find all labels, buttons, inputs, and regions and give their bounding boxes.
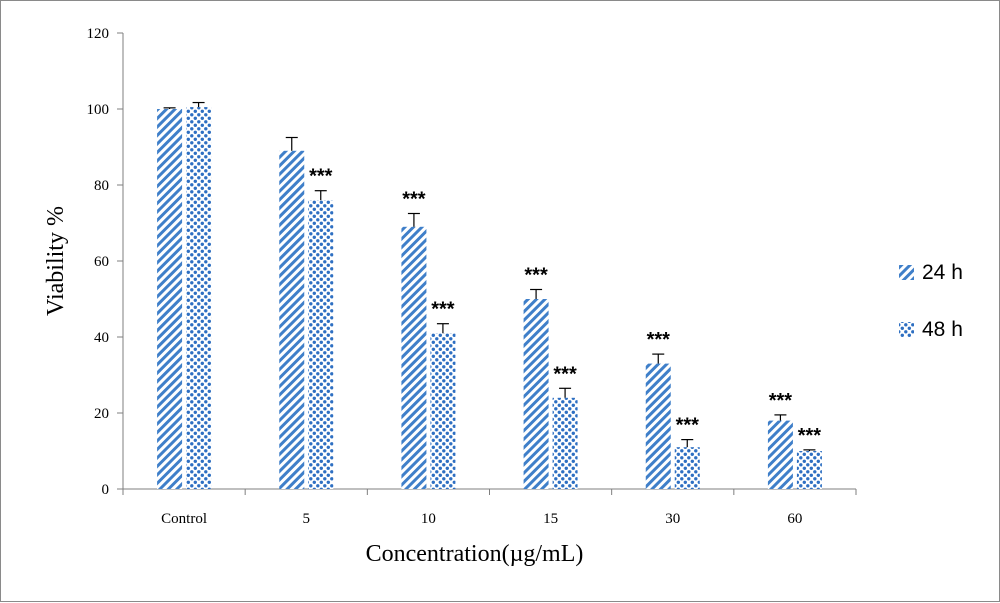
significance-label: *** [647,329,671,351]
bar [430,333,456,489]
y-tick-label: 120 [87,26,110,42]
bar [767,420,793,489]
bar [308,200,334,489]
significance-label: *** [402,189,426,211]
y-axis-title: Viability % [43,206,69,316]
x-tick-label: 10 [421,511,436,527]
y-tick-label: 80 [94,178,109,194]
bar [279,150,305,490]
significance-label: *** [431,299,455,321]
x-tick-label: 30 [665,511,680,527]
y-tick-label: 20 [94,406,109,422]
axes [117,32,857,495]
significance-label: *** [553,363,577,385]
significance-label: *** [769,390,793,412]
x-tick-label: 15 [543,511,558,527]
bar [552,397,578,489]
bar [796,451,822,489]
bar [157,109,183,489]
significance-label: *** [798,425,822,447]
bar [186,107,212,489]
significance-label: *** [524,265,548,287]
y-tick-label: 40 [94,330,109,346]
y-tick-label: 0 [102,482,110,498]
x-tick-label: 60 [787,511,802,527]
x-tick-label: Control [161,511,207,527]
bars [157,101,822,490]
legend-label: 24 h [922,261,963,284]
significance-label: *** [309,166,333,188]
bar [523,299,549,489]
bar [401,226,427,490]
bar [674,447,700,489]
legend-swatch [899,322,914,337]
y-tick-label: 100 [87,102,110,118]
x-axis-title: Concentration(µg/mL) [366,541,584,567]
y-tick-label: 60 [94,254,109,270]
bar [645,363,671,489]
legend-swatch [899,265,914,280]
x-tick-label: 5 [303,511,311,527]
significance-label: *** [676,415,700,437]
legend-label: 48 h [922,318,963,341]
legend: 24 h 48 h [899,261,963,341]
